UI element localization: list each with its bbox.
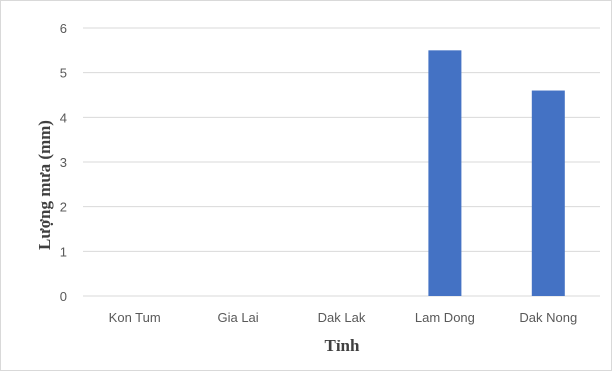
x-tick-label: Kon Tum: [109, 310, 161, 325]
y-tick-label: 4: [60, 110, 67, 125]
y-tick-label: 2: [60, 200, 67, 215]
bars: [428, 50, 565, 297]
x-tick-label: Lam Dong: [415, 310, 475, 325]
y-axis-title: Lượng mưa (mm): [35, 120, 54, 250]
x-tick-label: Dak Lak: [318, 310, 366, 325]
y-tick-label: 6: [60, 21, 67, 36]
y-tick-labels: 0 1 2 3 4 5 6: [60, 21, 67, 304]
y-tick-label: 0: [60, 289, 67, 304]
y-tick-label: 5: [60, 66, 67, 81]
bar-dak-nong: [531, 90, 565, 297]
x-tick-label: Gia Lai: [217, 310, 258, 325]
x-tick-labels: Kon Tum Gia Lai Dak Lak Lam Dong Dak Nong: [109, 310, 578, 325]
bar-lam-dong: [428, 50, 462, 297]
y-tick-label: 1: [60, 244, 67, 259]
x-axis-title: Tỉnh: [325, 336, 361, 355]
x-tick-label: Dak Nong: [519, 310, 577, 325]
y-tick-label: 3: [60, 155, 67, 170]
gridlines: [83, 27, 600, 297]
